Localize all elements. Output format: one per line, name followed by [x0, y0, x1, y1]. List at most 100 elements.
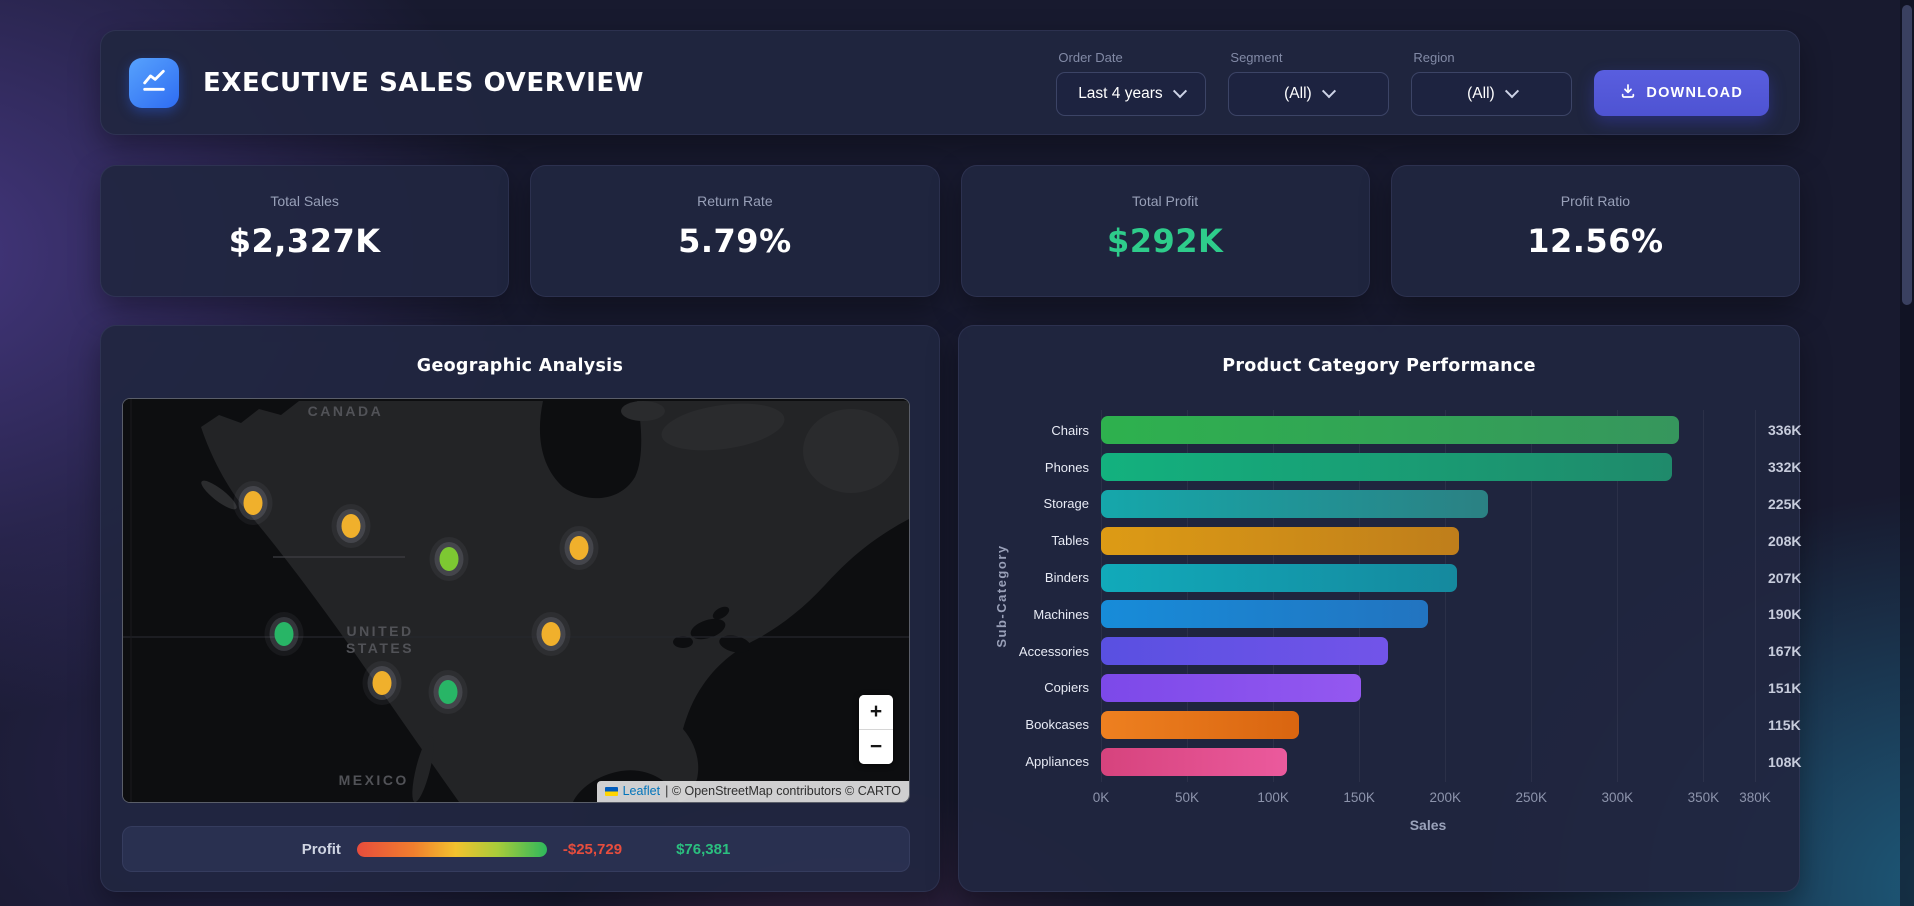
leaflet-map[interactable]: CANADA UNITED STATES MEXICO + − Leaflet | … [122, 398, 910, 803]
kpi-label: Return Rate [697, 193, 773, 209]
region-value: (All) [1467, 84, 1495, 102]
bar-track [1101, 747, 1755, 776]
bar-track [1101, 526, 1755, 555]
x-tick-label: 250K [1515, 790, 1548, 805]
category-label: Machines [1033, 606, 1089, 622]
filter-segment: Segment (All) [1228, 50, 1390, 116]
bar-value-label: 225K [1768, 495, 1802, 512]
zoom-out-button[interactable]: − [859, 730, 893, 764]
category-label: Phones [1044, 459, 1089, 475]
bar-track [1101, 489, 1755, 518]
download-button-label: DOWNLOAD [1646, 84, 1743, 101]
profit-gradient-bar [356, 841, 547, 857]
app-logo [129, 57, 179, 108]
bar [1101, 563, 1458, 592]
bar [1101, 747, 1287, 776]
kpi-value: 12.56% [1527, 222, 1664, 260]
bar-chart: Chairs 336K Phones 332K Storage 225K Tables 208… [959, 412, 1802, 780]
map-point [569, 536, 589, 561]
product-category-performance-card: Product Category Performance Sub-Categor… [958, 325, 1802, 892]
bar-row: Binders 207K [959, 559, 1802, 596]
attribution-text: | © OpenStreetMap contributors © CARTO [665, 784, 901, 798]
bar [1101, 600, 1428, 629]
bar-track [1101, 673, 1755, 702]
kpi-value: $292K [1106, 222, 1224, 260]
x-tick-label: 350K [1687, 790, 1720, 805]
map-point [372, 671, 392, 696]
map-point [439, 546, 459, 571]
bar-row: Appliances 108K [959, 743, 1801, 780]
x-axis-ticks: 0K 50K 100K 150K 200K 250K 300K 350K 380K [1093, 790, 1771, 808]
kpi-label: Profit Ratio [1560, 193, 1630, 209]
chart-line-icon [140, 66, 168, 99]
bar-row: Phones 332K [959, 449, 1802, 486]
kpi-profit-ratio: Profit Ratio 12.56% [1390, 165, 1800, 297]
bar-track [1101, 637, 1755, 666]
bar-value-label: 208K [1768, 532, 1802, 549]
bar-value-label: 207K [1768, 569, 1802, 586]
bar-track [1101, 710, 1755, 739]
kpi-value: 5.79% [678, 222, 792, 260]
ukraine-flag-icon [604, 786, 618, 796]
bar-track [1101, 563, 1755, 592]
bar [1101, 637, 1389, 666]
order-date-label: Order Date [1058, 49, 1123, 65]
bar-row: Copiers 151K [959, 670, 1801, 707]
chevron-down-icon [1172, 83, 1187, 98]
filter-order-date: Order Date Last 4 years [1056, 49, 1207, 116]
scrollbar-thumb[interactable] [1902, 5, 1912, 305]
kpi-value: $2,327K [228, 222, 381, 260]
bar-track [1101, 453, 1755, 482]
bar-value-label: 332K [1768, 459, 1802, 476]
download-button[interactable]: DOWNLOAD [1594, 69, 1769, 116]
bar [1101, 673, 1361, 702]
order-date-select[interactable]: Last 4 years [1056, 71, 1207, 116]
map-region-label: MEXICO [338, 771, 409, 788]
chart-title: Product Category Performance [1222, 356, 1536, 376]
map-point [541, 621, 561, 646]
bar [1101, 710, 1299, 739]
bar-row: Machines 190K [959, 596, 1802, 633]
map-point [438, 680, 458, 705]
map-point [243, 490, 263, 515]
leaflet-link[interactable]: Leaflet [622, 784, 661, 798]
profit-legend: Profit -$25,729 $76,381 [122, 826, 910, 872]
vertical-scrollbar [1900, 0, 1914, 906]
kpi-total-profit: Total Profit $292K [960, 165, 1370, 297]
download-icon [1620, 83, 1636, 103]
header-bar: EXECUTIVE SALES OVERVIEW Order Date Last… [100, 30, 1800, 135]
map-region-label: CANADA [307, 403, 384, 420]
category-label: Storage [1043, 496, 1089, 512]
chevron-down-icon [1321, 83, 1336, 98]
segment-select[interactable]: (All) [1228, 71, 1390, 116]
category-label: Tables [1051, 533, 1089, 549]
header-controls: Order Date Last 4 years Segment (All) Re… [1056, 50, 1769, 116]
profit-min-value: -$25,729 [562, 840, 623, 858]
bar [1101, 489, 1489, 518]
bar-row: Tables 208K [959, 522, 1802, 559]
region-select[interactable]: (All) [1411, 71, 1573, 116]
kpi-total-sales: Total Sales $2,327K [100, 165, 510, 297]
bar-value-label: 190K [1768, 606, 1802, 623]
bar [1101, 526, 1459, 555]
bar-row: Bookcases 115K [959, 706, 1801, 743]
x-tick-label: 50K [1175, 790, 1200, 805]
profit-max-value: $76,381 [676, 840, 731, 858]
map-zoom-control: + − [859, 695, 893, 764]
x-tick-label: 0K [1092, 790, 1110, 805]
bar [1101, 453, 1673, 482]
map-point [341, 513, 361, 538]
zoom-in-button[interactable]: + [859, 695, 893, 730]
profit-legend-label: Profit [301, 840, 341, 858]
bar [1101, 416, 1680, 445]
page-title: EXECUTIVE SALES OVERVIEW [203, 67, 645, 98]
x-tick-label: 300K [1601, 790, 1634, 805]
bar-track [1101, 600, 1755, 629]
x-tick-label: 200K [1429, 790, 1461, 805]
x-axis-label: Sales [1409, 817, 1447, 833]
bar-value-label: 115K [1768, 716, 1801, 733]
category-label: Chairs [1051, 422, 1089, 438]
kpi-row: Total Sales $2,327K Return Rate 5.79% To… [100, 165, 1800, 297]
category-label: Accessories [1018, 643, 1089, 659]
category-label: Bookcases [1025, 717, 1089, 733]
